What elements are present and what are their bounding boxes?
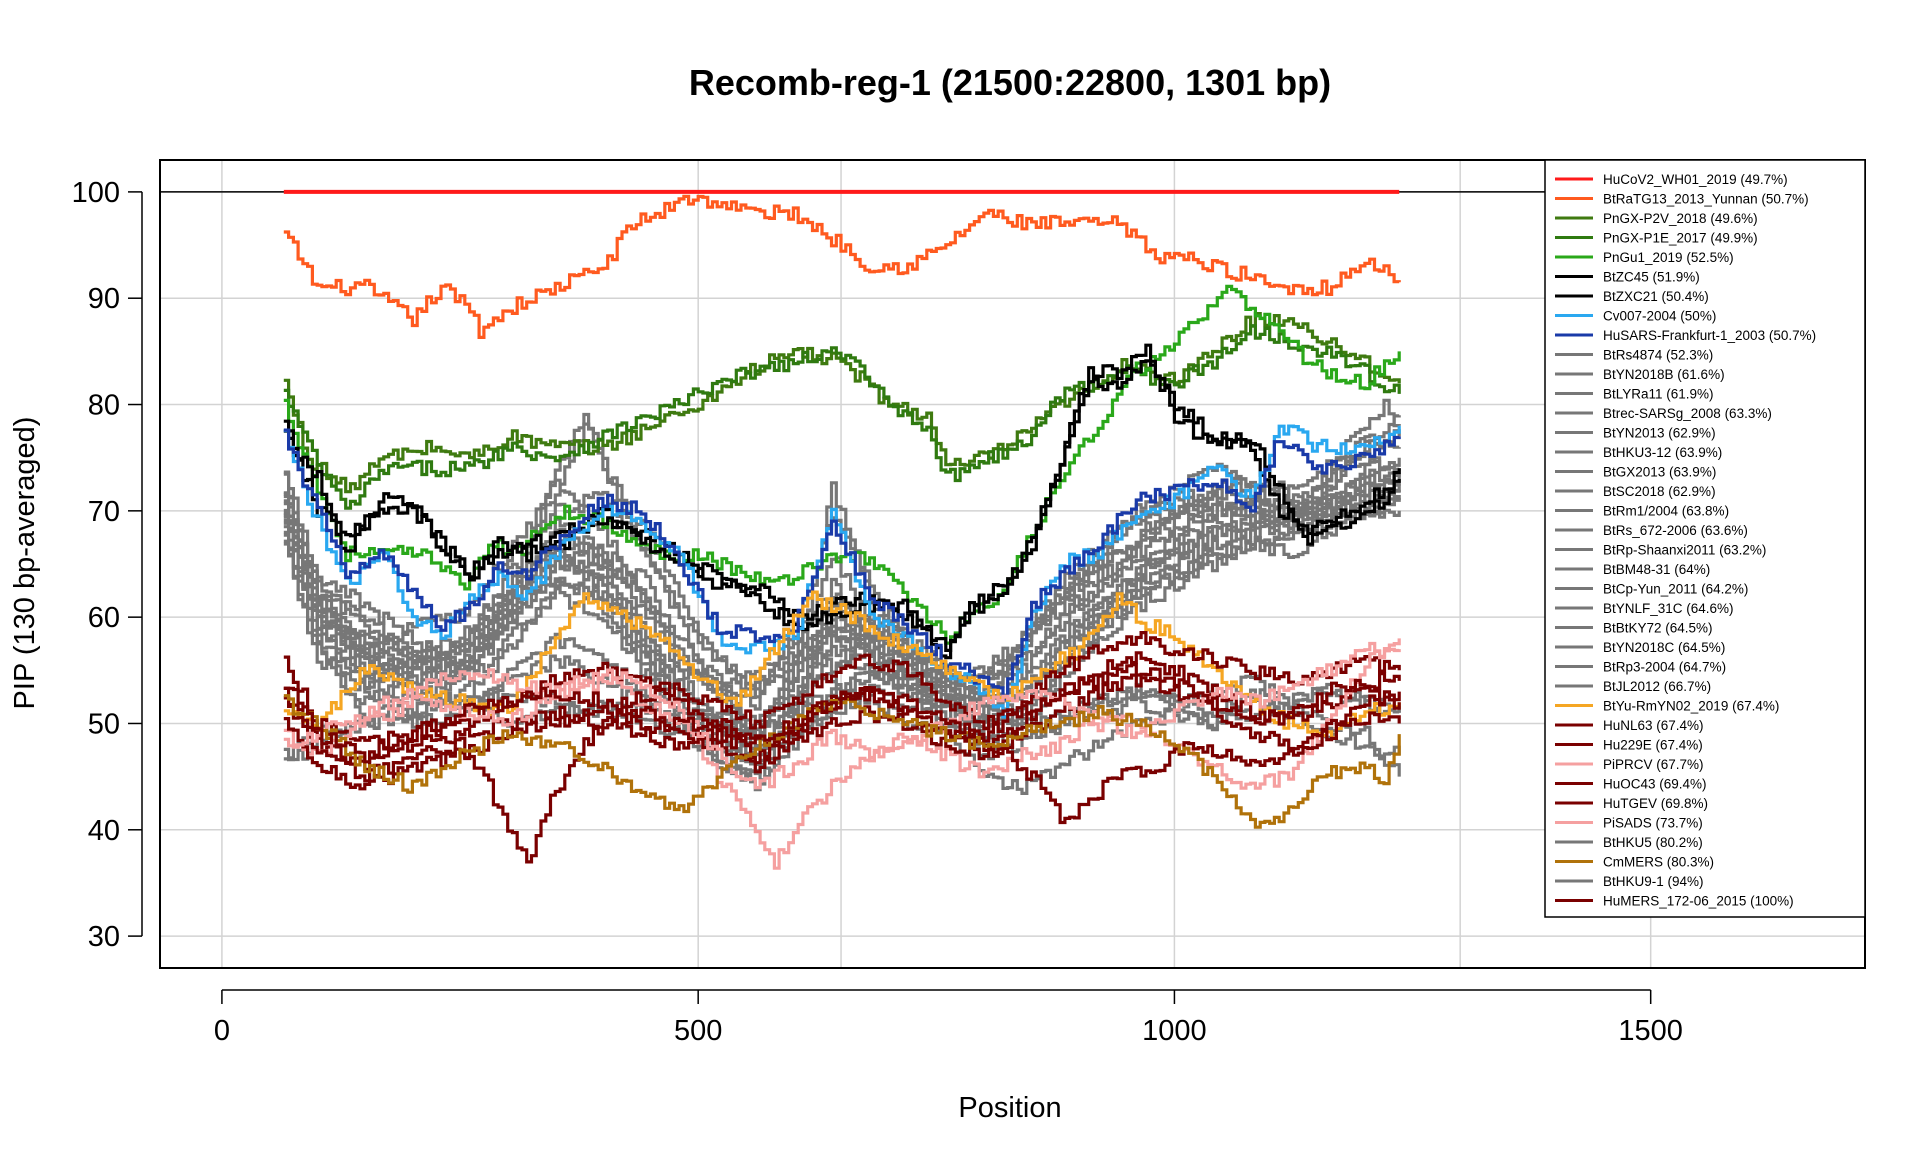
series-line-7 [283,343,1401,660]
y-tick-label: 80 [88,390,120,422]
y-axis: 30 40 50 60 70 80 90 100 [72,177,143,953]
series-line-9 [283,428,1401,701]
legend-label: BtJL2012 (66.7%) [1603,679,1711,694]
legend-label: BtZC45 (51.9%) [1603,270,1700,285]
legend-label: HuOC43 (69.4%) [1603,777,1707,792]
legend-label: Btrec-SARSg_2008 (63.3%) [1603,406,1772,421]
legend-label: CmMERS (80.3%) [1603,855,1714,870]
x-axis-label: Position [958,1092,1061,1124]
legend-label: BtLYRa11 (61.9%) [1603,387,1714,402]
series-line-8 [283,424,1401,719]
series-line-36 [283,694,1401,829]
series-line-28 [283,590,1401,740]
legend-label: BtHKU5 (80.2%) [1603,835,1703,850]
series-lines [283,189,1401,870]
series-line-37 [283,682,1401,762]
y-tick-label: 100 [72,177,120,209]
x-tick-label: 0 [214,1015,230,1047]
legend-label: HuNL63 (67.4%) [1603,718,1704,733]
series-line-26 [283,498,1401,757]
y-tick-label: 50 [88,708,120,740]
legend-label: BtBtKY72 (64.5%) [1603,621,1713,636]
series-line-22 [283,506,1401,774]
y-tick-label: 90 [88,283,120,315]
legend-label: BtBM48-31 (64%) [1603,562,1710,577]
y-tick-label: 70 [88,496,120,528]
x-tick-label: 1000 [1142,1015,1207,1047]
legend-label: BtRp3-2004 (64.7%) [1603,660,1726,675]
legend-label: BtZXC21 (50.4%) [1603,289,1709,304]
series-line-33 [283,673,1401,791]
legend-label: BtRm1/2004 (63.8%) [1603,504,1729,519]
legend-label: PnGX-P1E_2017 (49.9%) [1603,231,1758,246]
legend-label: BtYN2013 (62.9%) [1603,426,1716,441]
series-line-3 [283,312,1401,494]
series-line-29 [283,631,1401,750]
legend-label: BtRp-Shaanxi2011 (63.2%) [1603,543,1766,558]
legend-label: BtYNLF_31C (64.6%) [1603,601,1734,616]
x-tick-label: 1500 [1618,1015,1683,1047]
legend-label: PiPRCV (67.7%) [1603,757,1704,772]
series-line-2 [283,194,1401,339]
legend-box [1544,159,1866,918]
legend-label: BtRs_672-2006 (63.6%) [1603,523,1748,538]
legend-label: BtCp-Yun_2011 (64.2%) [1603,582,1748,597]
legend-label: HuTGEV (69.8%) [1603,796,1708,811]
legend-label: BtYN2018B (61.6%) [1603,367,1725,382]
legend-label: BtYN2018C (64.5%) [1603,640,1725,655]
legend-label: BtYu-RmYN02_2019 (67.4%) [1603,699,1779,714]
series-line-34 [283,641,1401,790]
legend-label: HuCoV2_WH01_2019 (49.7%) [1603,172,1788,187]
legend-label: BtHKU9-1 (94%) [1603,874,1704,889]
y-axis-label: PIP (130 bp-averaged) [9,417,41,710]
x-tick-label: 500 [674,1015,722,1047]
series-line-4 [283,324,1401,510]
legend-label: BtRaTG13_2013_Yunnan (50.7%) [1603,192,1809,207]
legend-label: BtSC2018 (62.9%) [1603,484,1716,499]
series-line-25 [283,477,1401,741]
y-tick-label: 60 [88,602,120,634]
series-line-38 [283,663,1401,764]
y-tick-label: 40 [88,815,120,847]
legend-label: PnGu1_2019 (52.5%) [1603,250,1734,265]
chart-title: Recomb-reg-1 (21500:22800, 1301 bp) [689,62,1331,103]
legend: HuCoV2_WH01_2019 (49.7%) BtRaTG13_2013_Yu… [1544,159,1866,918]
legend-label: Hu229E (67.4%) [1603,738,1703,753]
legend-label: Cv007-2004 (50%) [1603,309,1716,324]
series-line-31 [283,638,1401,870]
legend-label: PiSADS (73.7%) [1603,816,1703,831]
legend-label: HuSARS-Frankfurt-1_2003 (50.7%) [1603,328,1816,343]
legend-label: BtRs4874 (52.3%) [1603,348,1713,363]
x-axis: 0 500 1000 1500 [214,989,1683,1047]
legend-label: HuMERS_172-06_2015 (100%) [1603,894,1794,909]
y-tick-label: 30 [88,921,120,953]
legend-label: BtHKU3-12 (63.9%) [1603,445,1722,460]
legend-label: BtGX2013 (63.9%) [1603,465,1716,480]
legend-label: PnGX-P2V_2018 (49.6%) [1603,211,1758,226]
